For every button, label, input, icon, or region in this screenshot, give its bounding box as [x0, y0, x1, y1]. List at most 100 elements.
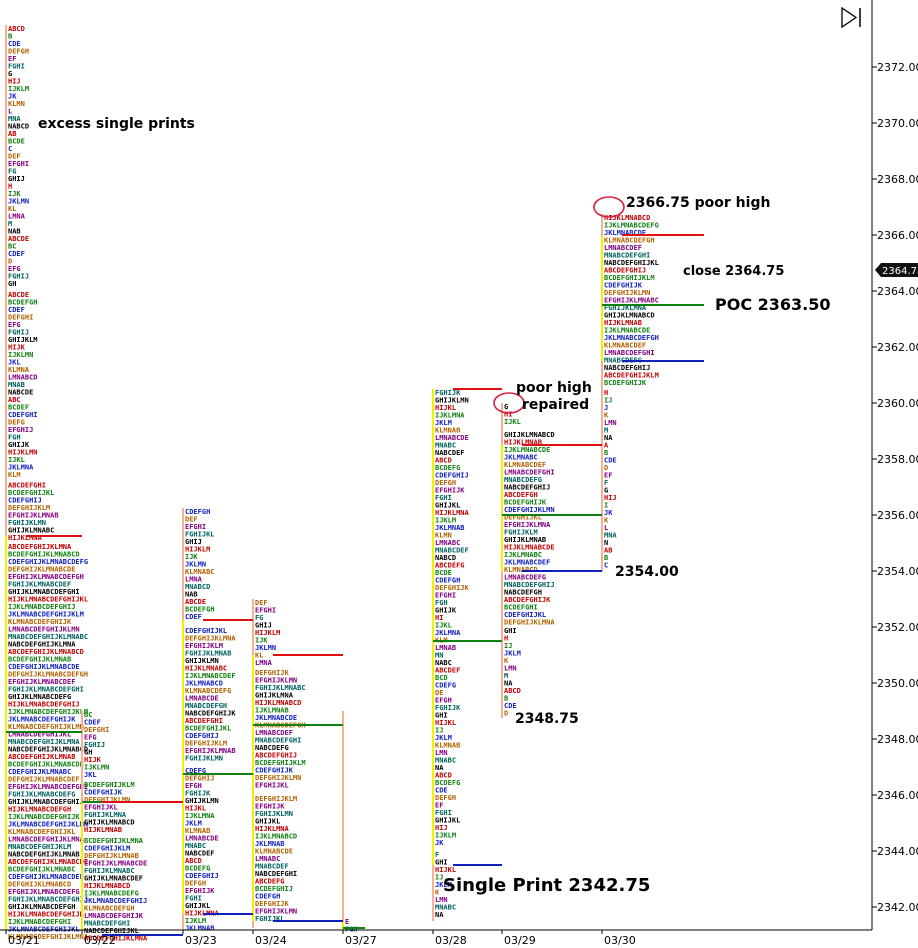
tpo-row: KLMNAB	[435, 742, 460, 750]
tpo-row: NABCDEFGHIJK	[185, 710, 236, 718]
tpo-row: CDEF	[8, 306, 25, 314]
tpo-row: HIJKLMN	[8, 449, 38, 457]
tpo-row: DEFGHIJKLM	[8, 504, 50, 512]
tpo-row: FGHIJKLMNABCDEFGHI	[8, 686, 84, 694]
tpo-row: JKLMN	[255, 644, 276, 652]
tpo-row: K	[435, 889, 440, 897]
tpo-row: LMN	[435, 896, 448, 904]
tpo-row: IJ	[604, 397, 612, 405]
tpo-row: GHIJKLMNABCDEFGHI	[8, 588, 80, 596]
annotation-label: close 2364.75	[683, 264, 784, 279]
tpo-row: KLMNABCD	[504, 566, 538, 574]
tpo-row: MNA	[8, 115, 21, 123]
tpo-row: IJ	[504, 642, 512, 650]
tpo-row: C	[8, 145, 12, 153]
price-tick-label: 2362.00	[877, 341, 918, 354]
tpo-row: KLMN	[8, 100, 25, 108]
tpo-row: KL	[255, 652, 263, 660]
tpo-row: CDEFGH	[435, 577, 460, 585]
tpo-row: D	[504, 710, 508, 718]
tpo-row: IJKLMNABCDEF	[185, 672, 236, 680]
tpo-row: CDEFGHIJKLMNABCDE	[8, 663, 80, 671]
tpo-row: EFGHIJKLMNAB	[8, 511, 59, 519]
tpo-row: EFG	[8, 321, 21, 329]
tpo-row: HIJKLMNA	[255, 825, 290, 833]
tpo-row: CDEFGHIJKLMNABCDEFG	[8, 558, 88, 566]
tpo-row: DE	[435, 689, 443, 697]
tpo-row: MNABC	[435, 442, 456, 450]
tpo-row: BCDEFGH	[185, 606, 215, 614]
tpo-row: KLMNABCDEF	[504, 461, 546, 469]
tpo-row: MNABCDEFGH	[185, 702, 227, 710]
tpo-row: ABCD	[504, 687, 521, 695]
tpo-row: ABCDEFGHIJKLMNABCD	[8, 648, 84, 656]
tpo-row: IJKLMNABCDEFGHIJKLM	[8, 708, 88, 716]
tpo-row: FGHIJKLMNA	[604, 304, 647, 312]
tpo-row: KLMNAB	[185, 827, 210, 835]
tpo-row: NABCDEFGHIJ	[604, 364, 650, 372]
tpo-row: CDEFGHIJKLM	[84, 845, 130, 853]
tpo-row: BCDEFGHIJKLMNABC	[8, 866, 75, 874]
profiles-layer: ABCDEFGHIJKLMNABCDEFGHIJKLMNABCDCDEFGHIJ…	[5, 25, 659, 943]
tpo-row: HIJKLMNABCD	[255, 699, 301, 707]
tpo-row: DEFG	[8, 419, 25, 427]
tpo-row: K	[604, 517, 609, 525]
tpo-row: FGHIJKLMN	[185, 755, 223, 763]
tpo-row: HIJKL	[435, 719, 456, 727]
tpo-row: GHIJKLMNABCDEF	[84, 875, 143, 883]
tpo-row: EFGH	[435, 697, 452, 705]
tpo-row: ABCDE	[8, 291, 29, 299]
tpo-row: LMNABCDE	[185, 695, 219, 703]
tpo-row: DEFGHIJKLM	[185, 740, 227, 748]
tpo-row: KLMNABCDEFGHIJK	[8, 618, 72, 626]
tpo-row: BC	[8, 243, 16, 251]
tpo-row: CDEFGH	[185, 508, 210, 516]
tpo-row: LMNABCD	[8, 374, 38, 382]
tpo-row: FGHIJKL	[255, 915, 285, 923]
tpo-row: NA	[435, 764, 444, 772]
tpo-row: LMNABCDEF	[255, 729, 293, 737]
tpo-row: MNABCDEFGHIJKLMNABC	[8, 633, 88, 641]
tpo-row: GHIJKL	[435, 817, 460, 825]
tpo-row: DEFGHIJKLM	[255, 795, 297, 803]
tpo-row: EFGHIJK	[185, 887, 215, 895]
tpo-row: MNA	[604, 532, 617, 540]
tpo-row: EFGHIJKLMNABCDE	[84, 860, 147, 868]
play-end-icon[interactable]	[841, 6, 861, 29]
current-price-marker	[875, 263, 918, 277]
tpo-row: B	[604, 449, 608, 457]
tpo-row: G	[604, 487, 608, 495]
tpo-row: MNABCDEFGHIJ	[504, 581, 555, 589]
tpo-row: CDE	[435, 787, 448, 795]
tpo-row: ABCDEFGHIJKLMNA	[84, 935, 148, 943]
tpo-row: ABCDE	[185, 598, 206, 606]
tpo-row: KLMNABCDEF	[604, 342, 646, 350]
price-tick-label: 2372.00	[877, 61, 918, 74]
tpo-row: GH	[8, 280, 16, 288]
tpo-row: DEFGHIJKLMNABCDE	[8, 566, 75, 574]
tpo-row: HIJKLMNA	[185, 910, 220, 918]
tpo-row: FGHIJK	[185, 790, 211, 798]
tpo-row: JKLMNABCDE	[604, 229, 646, 237]
tpo-row: KLMNABCDE	[255, 848, 293, 856]
tpo-row: HIJKLMNABCDEFGHIJ	[8, 701, 80, 709]
tpo-row: MNABCD	[185, 583, 210, 591]
tpo-row: ABCDE	[8, 235, 29, 243]
tpo-row: G	[8, 70, 12, 78]
tpo-row: GHIJKLMN	[185, 657, 219, 665]
tpo-row: GHIJKLMNABCD	[604, 312, 655, 320]
tpo-row: JKLMNABCDEFGHIJKLMN	[8, 821, 88, 829]
tpo-row: HIJ	[604, 494, 617, 502]
tpo-row: JKLMN	[8, 198, 29, 206]
tpo-row: CDEFG	[435, 682, 456, 690]
date-axis: 03/21 03/22 03/23 03/24 03/27 03/28 03/29 03/30	[0, 929, 872, 947]
price-tick-label: 2344.00	[877, 845, 918, 858]
tpo-row: LMNA	[8, 213, 26, 221]
annotation-label: poor high	[516, 380, 592, 396]
tpo-row: CDEFGHIJ	[8, 496, 42, 504]
tpo-row: ABCDEFGHIJK	[504, 596, 551, 604]
tpo-row: M	[8, 220, 12, 228]
tpo-row: LMN	[435, 749, 448, 757]
price-tick-label: 2352.00	[877, 621, 918, 634]
tpo-row: ABCDEFGHIJ	[255, 752, 297, 760]
